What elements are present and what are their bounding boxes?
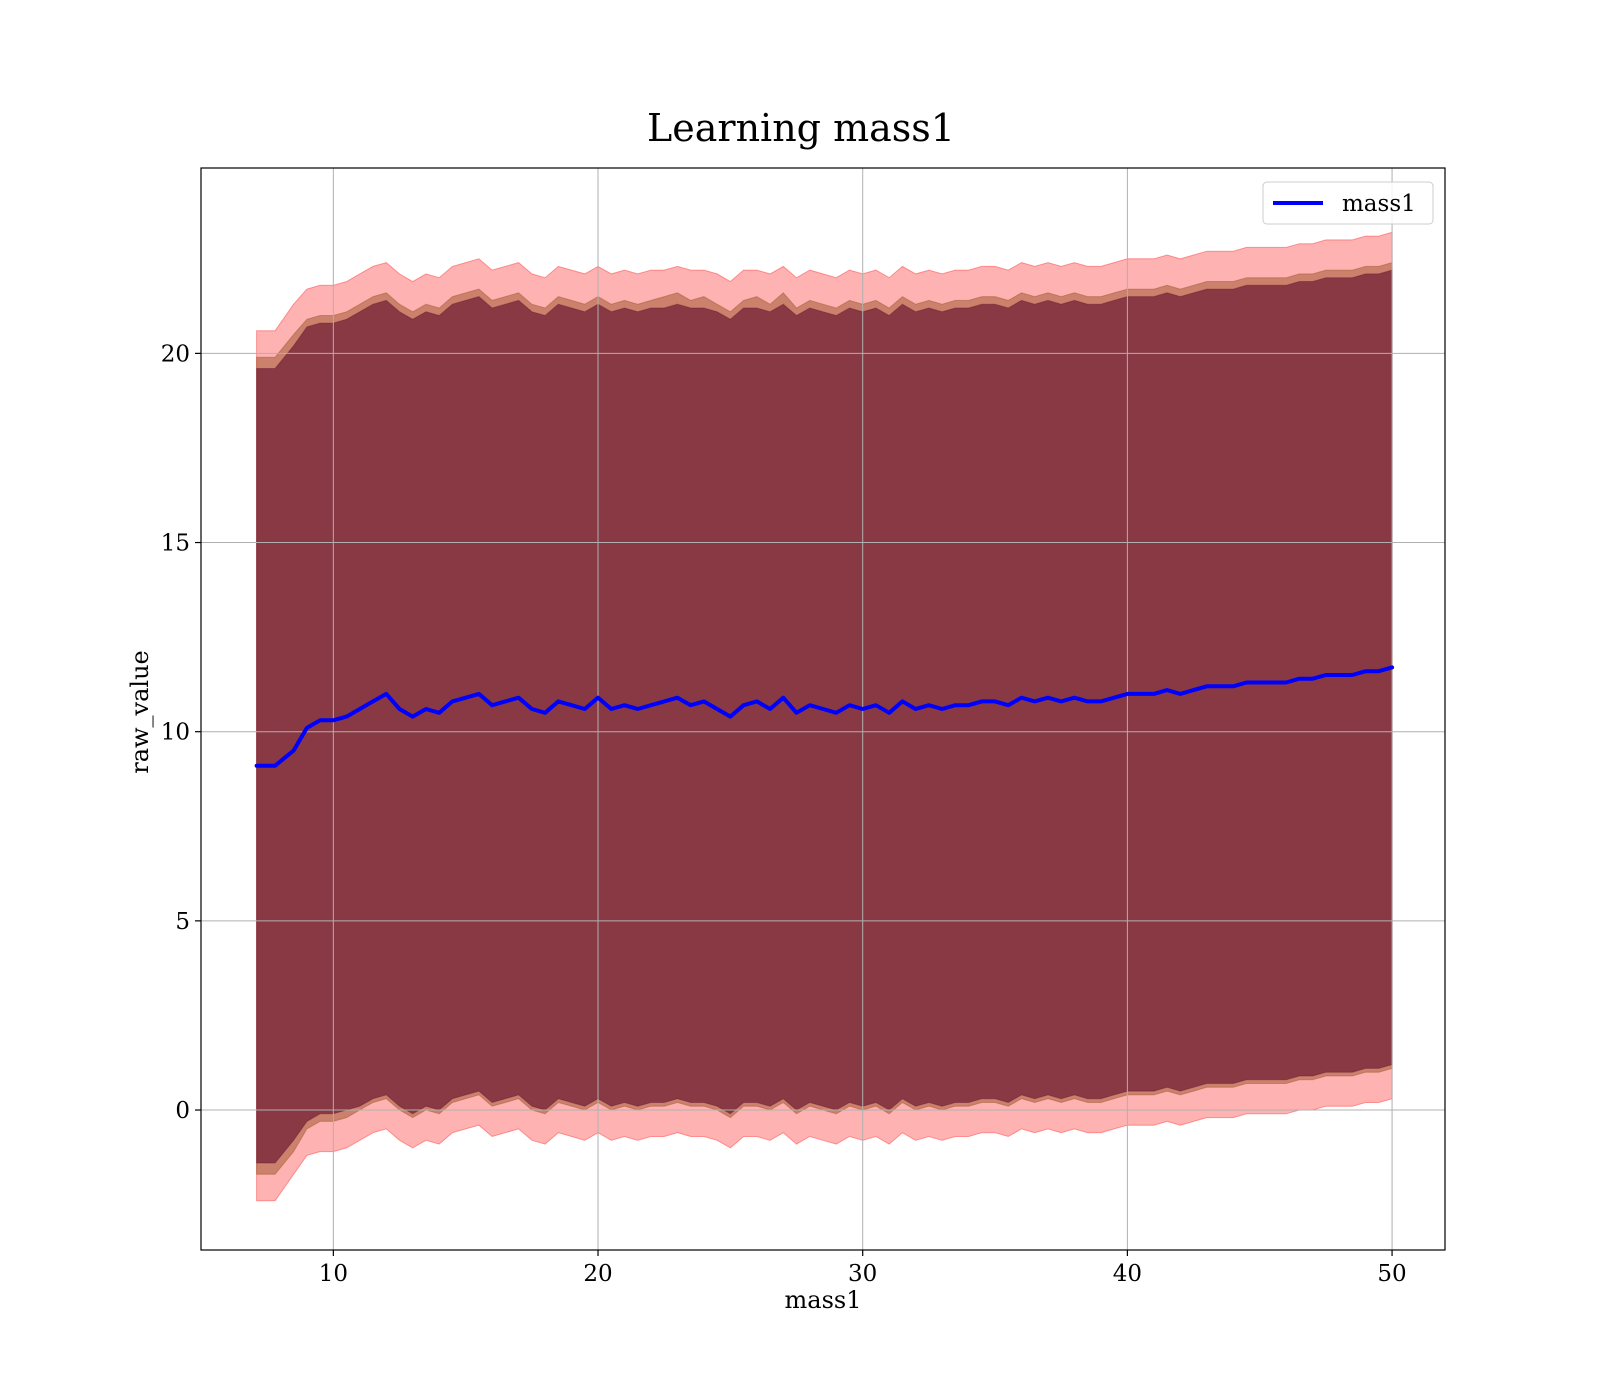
y-tick-label: 15: [161, 531, 190, 557]
y-tick-label: 0: [175, 1098, 190, 1124]
plot-area: [200, 167, 1446, 1251]
band-2: [256, 269, 1393, 1164]
x-tick-label: 40: [1113, 1261, 1142, 1287]
x-tick-label: 50: [1377, 1261, 1406, 1287]
confidence-bands: [256, 231, 1393, 1202]
chart-title: Learning mass1: [647, 106, 955, 150]
y-tick-label: 20: [161, 341, 190, 367]
series-line-0: [254, 665, 1395, 768]
plot-frame: [200, 167, 1446, 1251]
y-tick-label: 5: [175, 909, 190, 935]
legend: mass1: [1262, 181, 1434, 225]
series: [254, 665, 1395, 768]
x-tick-label: 30: [848, 1261, 877, 1287]
x-axis-label: mass1: [785, 1286, 862, 1314]
x-tick-label: 20: [583, 1261, 612, 1287]
grid: [201, 168, 1445, 1250]
y-axis-ticks: 0 5 10 15 20: [161, 341, 201, 1124]
y-tick-label: 10: [161, 720, 190, 746]
x-tick-label: 10: [319, 1261, 348, 1287]
legend-label: mass1: [1342, 191, 1416, 217]
y-axis-label: raw_value: [126, 650, 154, 774]
legend-box: [1262, 181, 1434, 225]
x-axis-ticks: 10 20 30 40 50: [319, 1250, 1407, 1287]
